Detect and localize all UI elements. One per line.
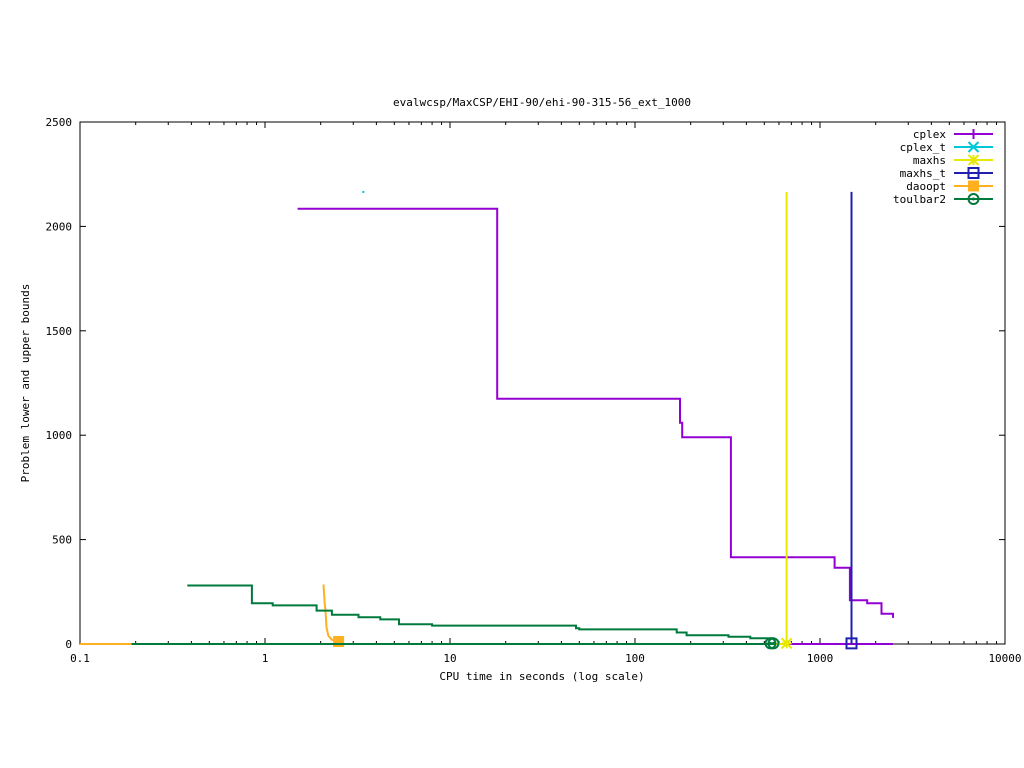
series-daoopt-marker — [333, 635, 345, 647]
series-cplex-t-point — [362, 190, 365, 193]
series-toulbar2-marker — [764, 637, 777, 650]
legend-entry-maxhs-marker — [967, 154, 980, 166]
legend-entry-toulbar2-marker-dot — [972, 197, 975, 201]
series-toulbar2-marker-ring — [764, 637, 777, 650]
legend-entry-maxhs-marker-b — [967, 154, 980, 166]
x-tick-label: 1 — [262, 652, 269, 665]
legend-entry-toulbar2-marker — [967, 193, 980, 205]
series-toulbar2-marker-dot — [771, 641, 775, 645]
y-tick-label: 2500 — [46, 116, 73, 129]
series-maxhs-t-marker-box — [845, 637, 858, 650]
series-cplex — [135, 207, 894, 645]
series-toulbar2-marker-dot — [768, 641, 772, 645]
legend-entry-cplex-t-marker — [967, 141, 980, 153]
series-layer — [80, 190, 894, 650]
legend-entry-cplex: cplex — [913, 128, 993, 141]
x-tick-label: 10000 — [988, 652, 1021, 665]
legend-entry-toulbar2-label: toulbar2 — [893, 193, 946, 206]
y-tick-label: 500 — [52, 534, 72, 547]
x-tick-label: 10 — [443, 652, 456, 665]
series-toulbar2-upper-bound — [187, 584, 775, 640]
legend-entry-daoopt-marker — [968, 180, 979, 192]
legend-entry-toulbar2: toulbar2 — [893, 193, 993, 206]
series-daoopt-upper-bound — [322, 584, 339, 643]
y-tick-label: 1000 — [46, 429, 73, 442]
x-axis-label: CPU time in seconds (log scale) — [439, 670, 644, 683]
x-tick-label: 0.1 — [70, 652, 90, 665]
legend-entry-cplex-t-marker-b — [967, 141, 980, 153]
series-toulbar2 — [131, 584, 780, 650]
legend-entry-cplex-t-label: cplex_t — [900, 141, 946, 154]
legend-entry-cplex-marker — [968, 129, 979, 139]
legend-entry-maxhs: maxhs — [913, 154, 993, 167]
series-maxhs — [135, 191, 793, 650]
series-daoopt-marker-box — [333, 635, 345, 647]
legend-entry-cplex-t: cplex_t — [900, 141, 993, 154]
legend-entry-cplex-label: cplex — [913, 128, 946, 141]
plot-border — [79, 121, 1006, 645]
legend-entry-daoopt-label: daoopt — [906, 180, 946, 193]
legend-entry-toulbar2-marker-ring — [967, 193, 980, 205]
series-maxhs-t-marker — [845, 637, 858, 650]
legend-entry-daoopt: daoopt — [906, 180, 993, 193]
legend-entry-daoopt-marker-box — [968, 180, 979, 192]
y-tick-label: 0 — [65, 638, 72, 651]
series-cplex-t — [362, 190, 365, 193]
series-cplex-upper-bound — [297, 207, 894, 618]
series-maxhs-marker-b — [780, 637, 793, 650]
y-tick-label: 1500 — [46, 325, 73, 338]
axes: 0 500 1000 1500 2000 2500 0.1 1 10 100 1000 10000 — [46, 116, 1022, 665]
legend-entry-maxhs-label: maxhs — [913, 154, 946, 167]
x-tick-label: 100 — [625, 652, 645, 665]
legend-entry-maxhs-t-marker-box — [967, 167, 980, 179]
legend-entry-maxhs-t-marker — [967, 167, 980, 179]
x-tick-label: 1000 — [807, 652, 834, 665]
series-daoopt — [80, 584, 345, 647]
legend-entry-maxhs-t-label: maxhs_t — [900, 167, 946, 180]
legend-entry-maxhs-t: maxhs_t — [900, 167, 993, 180]
chart-title: evalwcsp/MaxCSP/EHI-90/ehi-90-315-56_ext… — [393, 96, 691, 109]
series-maxhs-marker — [780, 637, 793, 650]
y-tick-label: 2000 — [46, 220, 73, 233]
series-maxhs-t — [845, 191, 858, 650]
y-axis-label: Problem lower and upper bounds — [19, 284, 32, 483]
